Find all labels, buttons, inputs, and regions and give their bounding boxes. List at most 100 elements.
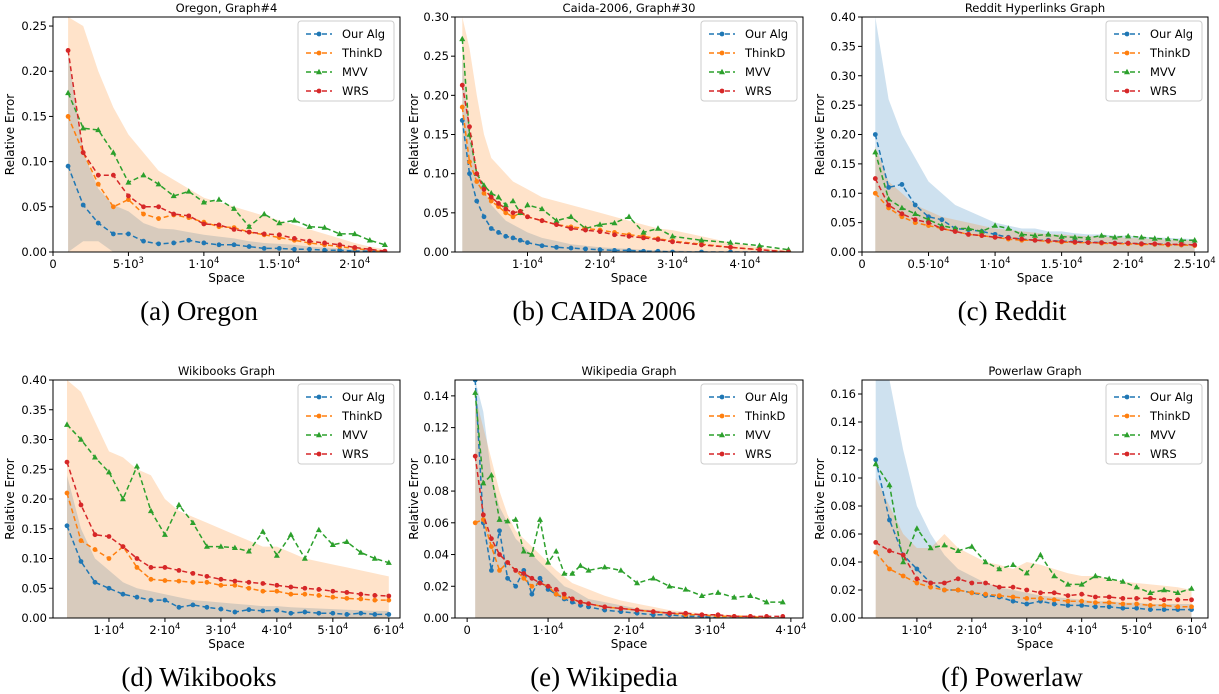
data-point-wrs xyxy=(554,222,559,227)
bands xyxy=(462,17,789,252)
data-point-mvv xyxy=(601,564,608,570)
data-point-wrs xyxy=(780,614,786,618)
data-point-wrs xyxy=(900,552,906,558)
legend-label-mvv: MVV xyxy=(745,428,771,442)
subfigure-caption: (a) Oregon xyxy=(140,296,258,326)
y-tick-label: 0.40 xyxy=(830,10,856,24)
data-point-our-alg xyxy=(517,237,523,243)
legend-marker-wrs xyxy=(719,451,725,457)
x-tick-exponent: 4 xyxy=(1037,622,1042,632)
x-tick-mantissa: 1·10 xyxy=(533,623,559,637)
data-point-wrs xyxy=(952,229,958,234)
data-point-wrs xyxy=(529,575,535,581)
data-point-mvv xyxy=(1064,581,1071,587)
data-point-mvv xyxy=(480,479,487,486)
x-tick-label: 2·104 xyxy=(956,622,987,637)
data-point-wrs xyxy=(78,502,84,508)
y-tick-label: 0.25 xyxy=(830,98,856,112)
data-point-wrs xyxy=(569,596,575,602)
data-point-mvv xyxy=(913,525,920,531)
data-point-mvv xyxy=(77,436,84,442)
y-tick-label: 0.20 xyxy=(423,88,449,102)
data-point-wrs xyxy=(1093,594,1098,600)
data-point-mvv xyxy=(133,463,140,469)
y-tick-label: 0.30 xyxy=(423,10,449,24)
data-point-mvv xyxy=(1151,235,1158,241)
data-point-mvv xyxy=(306,223,313,229)
data-point-mvv xyxy=(343,538,350,545)
data-point-mvv xyxy=(955,547,962,553)
x-tick-mantissa: 2·10 xyxy=(339,257,365,271)
legend: Our Alg ThinkD MVV WRS xyxy=(1105,20,1203,102)
data-point-wrs xyxy=(996,584,1002,590)
data-point-mvv xyxy=(1191,237,1198,243)
y-axis-label: Relative Error xyxy=(813,94,827,176)
data-point-thinkd xyxy=(358,596,364,602)
data-point-wrs xyxy=(176,568,182,573)
legend-label-wrs: WRS xyxy=(1150,84,1177,98)
data-point-our-alg xyxy=(316,610,322,616)
data-point-wrs xyxy=(1125,240,1131,246)
data-point-mvv xyxy=(502,201,509,208)
data-point-thinkd xyxy=(386,597,392,603)
legend-marker-our-alg xyxy=(1124,394,1130,400)
data-point-thinkd xyxy=(955,587,961,593)
data-point-our-alg xyxy=(204,604,210,610)
legend-box xyxy=(297,383,395,465)
data-point-thinkd xyxy=(344,595,350,601)
data-point-wrs xyxy=(731,614,737,618)
data-point-our-alg xyxy=(337,247,343,252)
data-point-mvv xyxy=(666,583,673,589)
data-point-wrs xyxy=(747,614,753,618)
x-axis-label: Space xyxy=(611,637,648,651)
band-thinkd xyxy=(462,17,789,252)
data-point-thinkd xyxy=(1106,600,1112,605)
x-tick-label: 2·104 xyxy=(613,622,644,637)
data-point-wrs xyxy=(764,614,769,618)
data-point-mvv xyxy=(938,222,945,228)
data-point-wrs xyxy=(276,232,282,238)
legend-marker-wrs xyxy=(1124,88,1130,94)
data-point-our-alg xyxy=(186,237,192,243)
data-point-mvv xyxy=(1078,581,1085,587)
data-point-thinkd xyxy=(1161,603,1167,608)
y-tick-label: 0.12 xyxy=(423,421,449,435)
y-tick-label: 0.02 xyxy=(423,579,449,593)
data-point-wrs xyxy=(1079,591,1085,597)
data-point-wrs xyxy=(148,565,154,570)
data-point-wrs xyxy=(1165,241,1171,247)
data-point-mvv xyxy=(900,558,907,565)
data-point-mvv xyxy=(140,171,147,178)
data-point-wrs xyxy=(1175,597,1181,603)
data-point-wrs xyxy=(261,231,267,237)
data-point-mvv xyxy=(1092,572,1099,579)
x-tick-label: 0 xyxy=(49,257,56,271)
data-point-mvv xyxy=(329,541,336,548)
data-point-our-alg xyxy=(156,241,162,247)
data-point-our-alg xyxy=(699,249,704,252)
data-point-our-alg xyxy=(655,248,661,252)
data-point-wrs xyxy=(489,536,494,542)
data-point-mvv xyxy=(301,555,308,561)
data-point-mvv xyxy=(189,519,196,525)
data-point-mvv xyxy=(155,181,162,187)
data-point-wrs xyxy=(232,578,238,584)
data-point-mvv xyxy=(147,507,154,514)
data-point-our-alg xyxy=(539,243,545,249)
x-axis-label: Space xyxy=(611,271,648,285)
data-point-wrs xyxy=(537,580,543,586)
data-point-our-alg xyxy=(612,248,617,252)
data-point-wrs xyxy=(586,601,591,607)
data-point-mvv xyxy=(577,562,584,568)
x-tick-mantissa: 6·10 xyxy=(373,623,399,637)
data-point-mvv xyxy=(885,195,892,202)
legend-label-thinkd: ThinkD xyxy=(744,409,785,423)
legend-label-thinkd: ThinkD xyxy=(1149,46,1190,60)
data-point-wrs xyxy=(583,227,588,233)
data-point-our-alg xyxy=(497,528,502,534)
data-point-our-alg xyxy=(291,246,297,252)
data-point-wrs xyxy=(171,211,177,217)
legend-label-wrs: WRS xyxy=(342,84,369,98)
data-point-our-alg xyxy=(568,245,574,251)
data-point-thinkd xyxy=(162,578,168,583)
